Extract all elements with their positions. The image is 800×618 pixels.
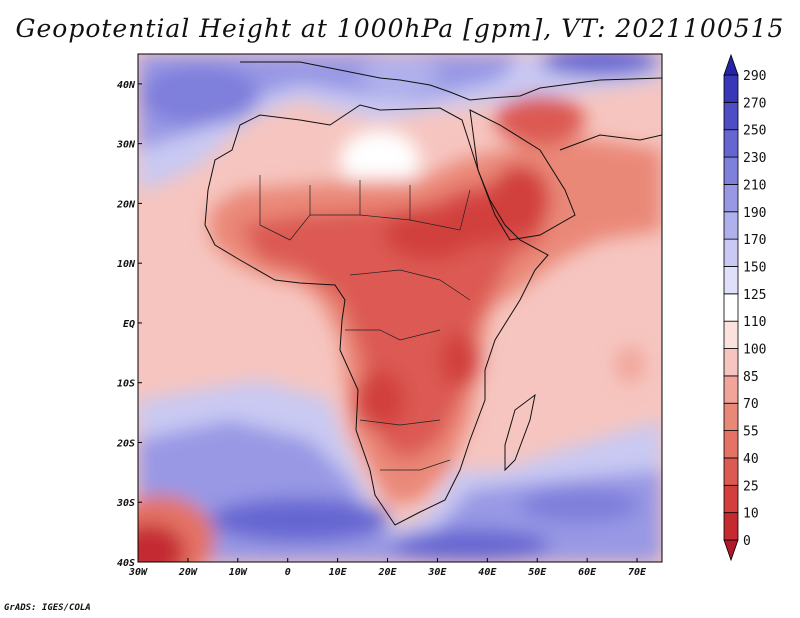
coastlines bbox=[204, 61, 662, 526]
colorbar-label: 85 bbox=[743, 370, 759, 385]
colorbar-swatch bbox=[723, 457, 739, 486]
map-title: Geopotential Height at 1000hPa [gpm], VT… bbox=[15, 14, 785, 43]
colorbar-swatch bbox=[723, 402, 739, 431]
colorbar-label: 100 bbox=[743, 343, 766, 358]
credit-label: GrADS: IGES/COLA bbox=[4, 603, 91, 613]
colorbar-swatch bbox=[723, 74, 739, 103]
lon-tick-label: 20E bbox=[377, 567, 397, 578]
colorbar-label: 150 bbox=[743, 260, 766, 275]
colorbar-label: 230 bbox=[743, 151, 766, 166]
colorbar-label: 250 bbox=[743, 124, 766, 139]
lon-tick-label: 50E bbox=[528, 567, 547, 578]
colorbar-swatch bbox=[723, 293, 739, 322]
colorbar-label: 290 bbox=[743, 69, 766, 84]
colorbar-swatch bbox=[723, 238, 739, 267]
colorbar-swatch bbox=[723, 184, 739, 213]
colorbar-label: 0 bbox=[743, 534, 751, 549]
colorbar-swatch bbox=[723, 539, 739, 562]
colorbar-label: 70 bbox=[743, 397, 759, 412]
lat-tick-label: 40S bbox=[117, 558, 135, 569]
colorbar-label: 190 bbox=[743, 206, 766, 221]
lat-tick-label: 20N bbox=[116, 199, 136, 210]
colorbar-label: 210 bbox=[743, 178, 766, 193]
lon-tick-label: 0 bbox=[285, 567, 291, 578]
lon-tick-label: 60E bbox=[578, 567, 597, 578]
colorbar-label: 40 bbox=[743, 452, 759, 467]
colorbar-swatch bbox=[723, 129, 739, 158]
lat-tick-label: EQ bbox=[123, 319, 135, 330]
longitude-axis: 30W 20W 10W 0 10E 20E 30E 40E 50E 60E 70E bbox=[128, 558, 647, 578]
lat-tick-label: 10N bbox=[117, 259, 136, 270]
lat-tick-label: 40N bbox=[117, 80, 136, 91]
latitude-axis: 40N 30N 20N 10N EQ 10S 20S 30S 40S bbox=[116, 80, 142, 569]
colorbar-label: 10 bbox=[743, 507, 759, 522]
colorbar-swatch bbox=[723, 320, 739, 349]
colorbar-swatch bbox=[723, 430, 739, 459]
borders bbox=[259, 175, 471, 471]
colorbar: 0 10 25 40 55 70 85 100 110 125 150 170 190 210 230 250… bbox=[723, 53, 766, 562]
colorbar-label: 270 bbox=[743, 96, 766, 111]
lon-tick-label: 70E bbox=[628, 567, 647, 578]
colorbar-swatch bbox=[723, 211, 739, 240]
colorbar-swatch bbox=[723, 53, 739, 76]
colorbar-swatch bbox=[723, 375, 739, 404]
colorbar-label: 125 bbox=[743, 288, 766, 303]
colorbar-label: 110 bbox=[743, 315, 766, 330]
lat-tick-label: 10S bbox=[117, 379, 135, 390]
colorbar-swatch bbox=[723, 101, 739, 131]
colorbar-swatch bbox=[723, 512, 739, 541]
colorbar-swatch bbox=[723, 484, 739, 514]
lon-tick-label: 10W bbox=[229, 567, 248, 578]
colorbar-label: 55 bbox=[743, 425, 759, 440]
lat-tick-label: 30S bbox=[116, 498, 135, 509]
lon-tick-label: 10E bbox=[329, 567, 348, 578]
lat-tick-label: 20S bbox=[116, 438, 135, 449]
map-frame bbox=[137, 53, 663, 563]
height-field bbox=[138, 54, 662, 562]
colorbar-swatch bbox=[723, 348, 739, 377]
lon-tick-label: 40E bbox=[478, 567, 497, 578]
colorbar-swatch bbox=[723, 266, 739, 295]
lon-tick-label: 20W bbox=[178, 567, 198, 578]
colorbar-label: 170 bbox=[743, 233, 766, 248]
lon-tick-label: 30E bbox=[427, 567, 447, 578]
colorbar-label: 25 bbox=[743, 479, 759, 494]
lon-tick-label: 30W bbox=[128, 567, 148, 578]
lat-tick-label: 30N bbox=[116, 140, 136, 151]
colorbar-swatch bbox=[723, 156, 739, 185]
